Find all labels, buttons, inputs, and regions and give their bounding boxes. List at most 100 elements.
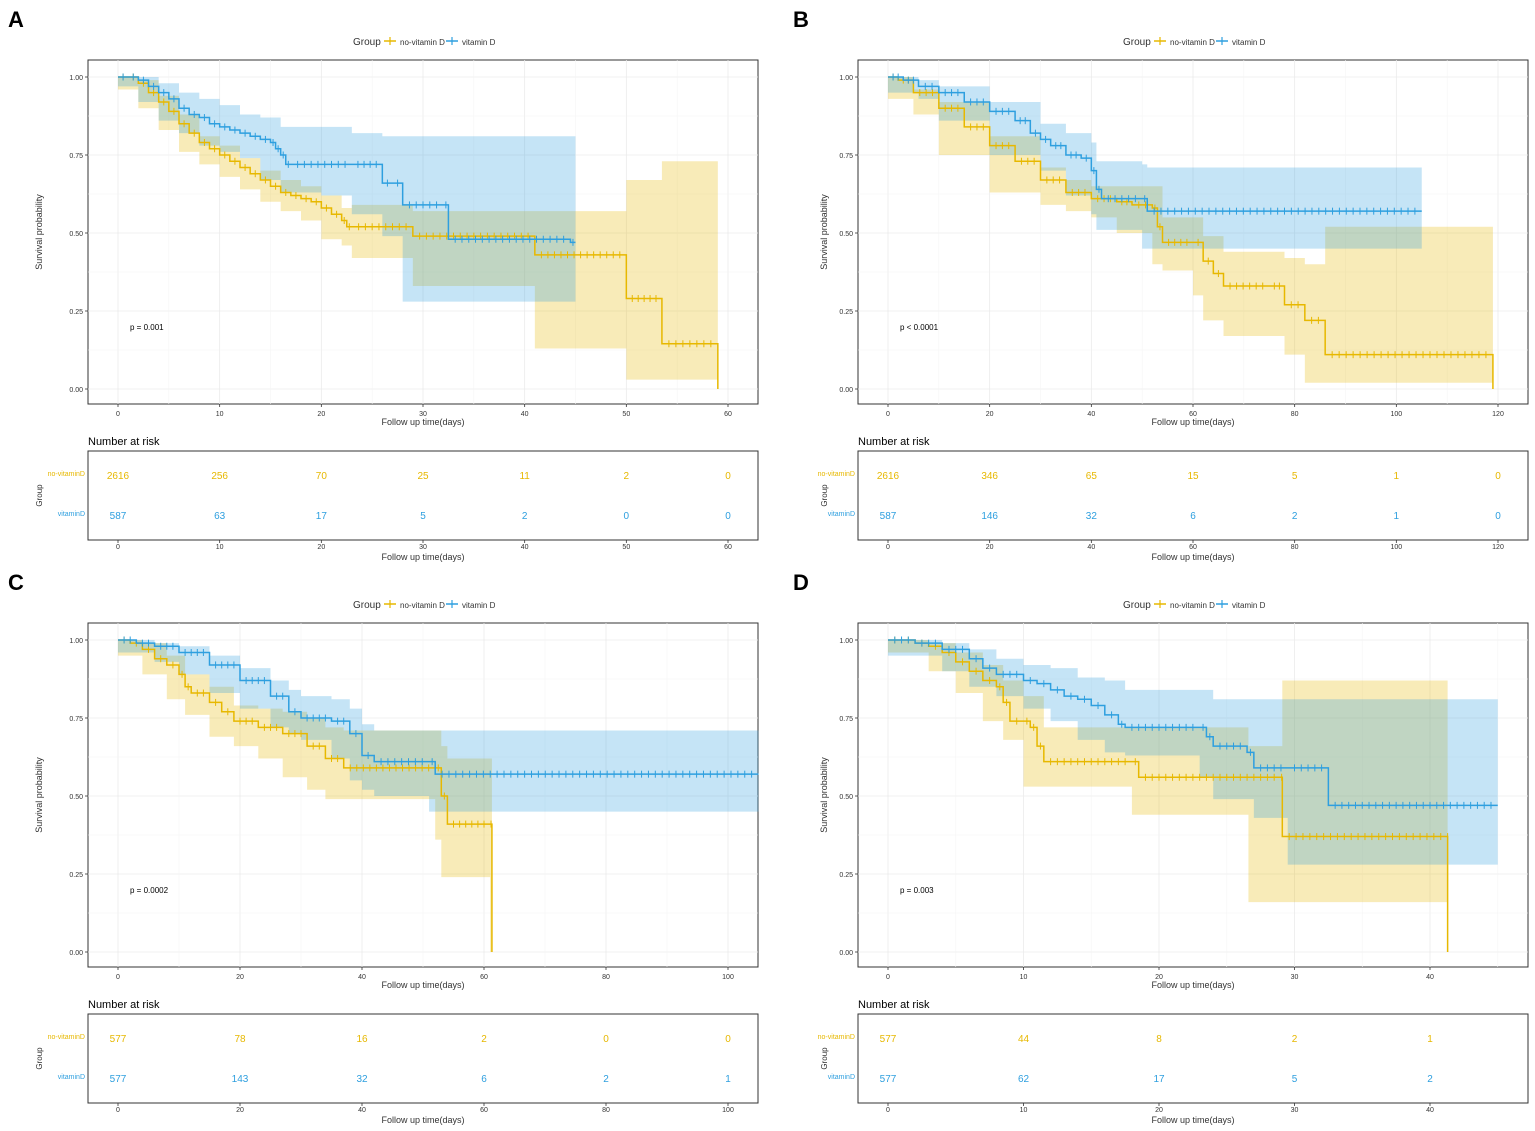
legend-label: vitamin D	[1232, 38, 1266, 47]
censor-marks-no-vitamin-d	[892, 73, 1487, 359]
risk-count: 5	[1292, 471, 1298, 482]
ci-band-vitamin-d	[118, 77, 576, 302]
x-tick-label: 10	[216, 411, 224, 418]
x-tick-label: 100	[1390, 411, 1402, 418]
grid	[858, 623, 1528, 967]
panel-label: D	[793, 570, 809, 595]
risk-table-y-title: Group	[820, 1047, 829, 1070]
risk-count: 11	[519, 471, 530, 482]
x-tick-label: 120	[1492, 411, 1504, 418]
y-axis-title: Survival probability	[34, 194, 44, 270]
grid	[88, 623, 758, 967]
risk-count: 2616	[107, 471, 130, 482]
y-tick-label: 0.25	[839, 309, 853, 316]
legend-key-vitamin-d: vitamin D	[1216, 600, 1266, 610]
x-tick-label: 30	[1291, 974, 1299, 981]
x-tick-label: 60	[480, 974, 488, 981]
risk-table-y-title: Group	[35, 1047, 44, 1070]
ci-band-no-vitamin-d	[118, 640, 492, 952]
x-tick-label: 10	[216, 544, 224, 551]
x-tick-label: 30	[1291, 1107, 1299, 1114]
risk-count: 17	[1153, 1074, 1165, 1085]
risk-count: 32	[356, 1074, 368, 1085]
panel-label: A	[8, 7, 24, 32]
y-tick-label: 0.25	[69, 309, 83, 316]
x-tick-label: 40	[1426, 974, 1434, 981]
y-tick-label: 0.00	[839, 387, 853, 394]
y-tick-label: 0.25	[839, 872, 853, 879]
risk-row-label: vitaminD	[828, 511, 855, 518]
risk-table-title: Number at risk	[858, 436, 930, 448]
x-axis-title: Follow up time(days)	[381, 417, 464, 427]
risk-count: 2	[1427, 1074, 1433, 1085]
risk-count: 2	[522, 511, 528, 522]
x-tick-label: 80	[1291, 411, 1299, 418]
x-tick-label: 40	[1087, 544, 1095, 551]
risk-count: 1	[1394, 511, 1400, 522]
panel-d: D Group no-vitamin D vitamin D 0.00 0.25 0.50 0…	[793, 570, 1529, 1125]
risk-count: 2	[1292, 1034, 1298, 1045]
y-tick-label: 1.00	[69, 75, 83, 82]
ci-band-vitamin-d	[888, 640, 1498, 865]
risk-count: 2	[481, 1034, 487, 1045]
x-tick-label: 80	[602, 1107, 610, 1114]
y-tick-label: 0.00	[69, 950, 83, 957]
risk-count: 8	[1156, 1034, 1162, 1045]
x-tick-label: 20	[1155, 1107, 1163, 1114]
x-tick-label: 40	[1426, 1107, 1434, 1114]
ci-band-no-vitamin-d	[118, 77, 718, 380]
x-tick-label: 20	[317, 411, 325, 418]
x-tick-label: 60	[724, 411, 732, 418]
x-tick-label: 80	[602, 974, 610, 981]
risk-row-label: no-vitaminD	[818, 471, 855, 478]
risk-table-frame	[87, 450, 759, 541]
x-tick-label: 20	[317, 544, 325, 551]
survival-curve-vitamin-d	[118, 639, 759, 775]
risk-count: 587	[110, 511, 127, 522]
grid	[858, 60, 1528, 404]
x-axis-title: Follow up time(days)	[1151, 552, 1234, 562]
censor-marks-vitamin-d	[894, 636, 1492, 809]
legend-label: no-vitamin D	[1170, 601, 1215, 610]
legend-label: no-vitamin D	[400, 601, 445, 610]
risk-count: 0	[725, 1034, 731, 1045]
risk-count: 6	[481, 1074, 487, 1085]
ci-band-vitamin-d	[888, 77, 1422, 249]
risk-count: 2616	[877, 471, 900, 482]
risk-count: 70	[316, 471, 328, 482]
risk-table-title: Number at risk	[858, 999, 930, 1011]
risk-count: 0	[1495, 471, 1501, 482]
x-tick-label: 20	[1155, 974, 1163, 981]
x-tick-label: 0	[886, 974, 890, 981]
y-tick-label: 0.75	[69, 716, 83, 723]
y-tick-label: 0.75	[839, 716, 853, 723]
risk-count: 577	[110, 1034, 127, 1045]
x-tick-label: 100	[722, 974, 734, 981]
y-tick-label: 1.00	[839, 75, 853, 82]
x-tick-label: 40	[521, 544, 529, 551]
risk-count: 1	[1427, 1034, 1433, 1045]
risk-table-y-title: Group	[35, 484, 44, 507]
risk-table-title: Number at risk	[88, 999, 160, 1011]
x-axis-title: Follow up time(days)	[1151, 1115, 1234, 1125]
risk-count: 44	[1018, 1034, 1030, 1045]
legend-label: no-vitamin D	[1170, 38, 1215, 47]
p-value: p = 0.001	[130, 323, 164, 332]
risk-count: 346	[981, 471, 998, 482]
risk-table-frame	[857, 1013, 1529, 1104]
legend-key-vitamin-d: vitamin D	[1216, 37, 1266, 47]
risk-row-label: vitaminD	[58, 511, 85, 518]
legend-title: Group	[1123, 37, 1151, 48]
x-tick-label: 40	[358, 974, 366, 981]
risk-row-label: no-vitaminD	[48, 471, 85, 478]
x-tick-label: 10	[1020, 974, 1028, 981]
risk-count: 32	[1086, 511, 1098, 522]
risk-count: 5	[1292, 1074, 1298, 1085]
risk-table-frame	[87, 1013, 759, 1104]
legend-title: Group	[1123, 600, 1151, 611]
risk-count: 16	[356, 1034, 368, 1045]
x-tick-label: 0	[116, 544, 120, 551]
y-tick-label: 0.75	[839, 153, 853, 160]
y-tick-label: 0.50	[69, 794, 83, 801]
y-tick-label: 0.00	[839, 950, 853, 957]
